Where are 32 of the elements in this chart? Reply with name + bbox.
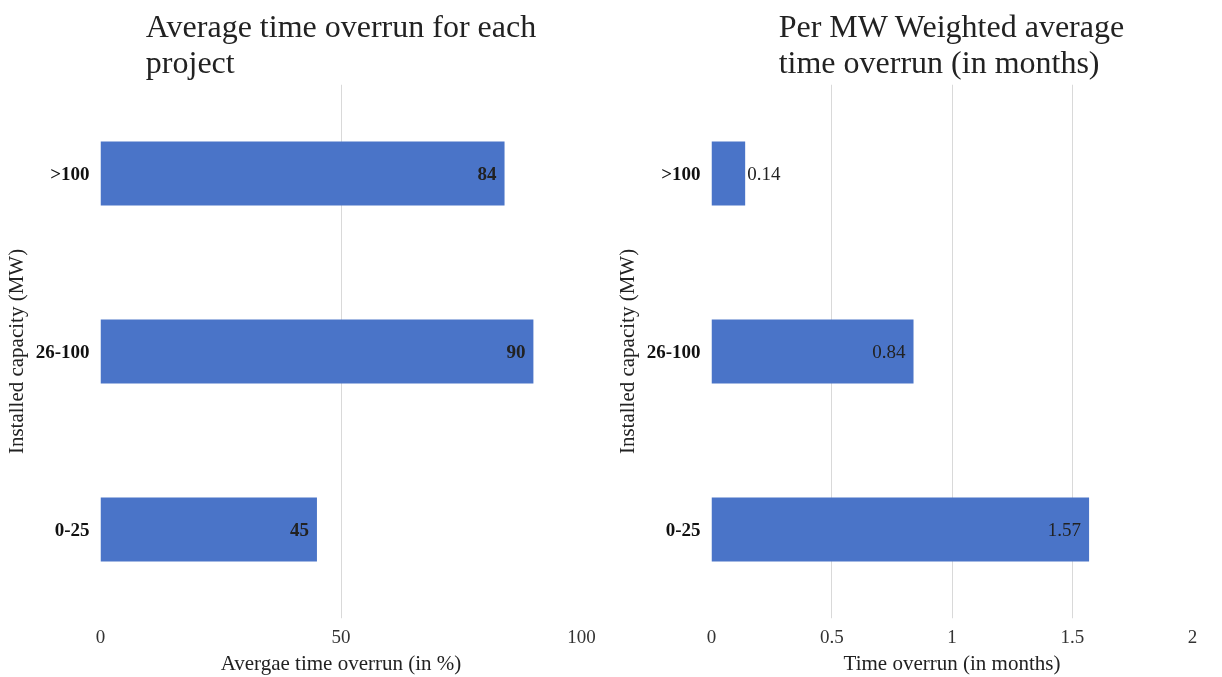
bar	[711, 141, 746, 206]
data-label: 0.14	[747, 163, 781, 184]
data-label: 1.57	[1047, 519, 1082, 540]
y-tick-label: >100	[50, 163, 90, 184]
x-axis-title: Avergae time overrun (in %)	[220, 650, 462, 675]
x-tick-label: 100	[567, 625, 596, 647]
y-tick-label: 26-100	[35, 341, 90, 362]
x-tick-label: 1.5	[1060, 625, 1085, 647]
x-tick-label: 50	[331, 625, 351, 647]
data-label: 45	[289, 519, 309, 540]
data-label: 84	[477, 163, 498, 184]
bar	[711, 319, 914, 384]
chart-title: Per MW Weighted average time overrun (in months)	[778, 7, 1125, 80]
y-tick-label: 0-25	[54, 519, 90, 540]
y-axis-title: Installed capacity (MW)	[614, 248, 639, 455]
x-tick-label: 0	[95, 625, 106, 647]
data-label: 90	[506, 341, 526, 362]
bar	[711, 497, 1090, 562]
x-tick-label: 2	[1187, 625, 1198, 647]
bar	[100, 497, 317, 562]
bar	[100, 141, 505, 206]
bar	[100, 319, 534, 384]
data-label: 0.84	[872, 341, 907, 362]
x-tick-label: 0.5	[819, 625, 844, 647]
y-axis-title: Installed capacity (MW)	[3, 248, 28, 455]
y-tick-label: 26-100	[646, 341, 701, 362]
x-tick-label: 1	[947, 625, 957, 647]
y-tick-label: 0-25	[665, 519, 701, 540]
y-tick-label: >100	[661, 163, 701, 184]
x-tick-label: 0	[706, 625, 717, 647]
x-axis-title: Time overrun (in months)	[843, 650, 1061, 675]
chart-title: Average time overrun for each project	[145, 7, 537, 80]
